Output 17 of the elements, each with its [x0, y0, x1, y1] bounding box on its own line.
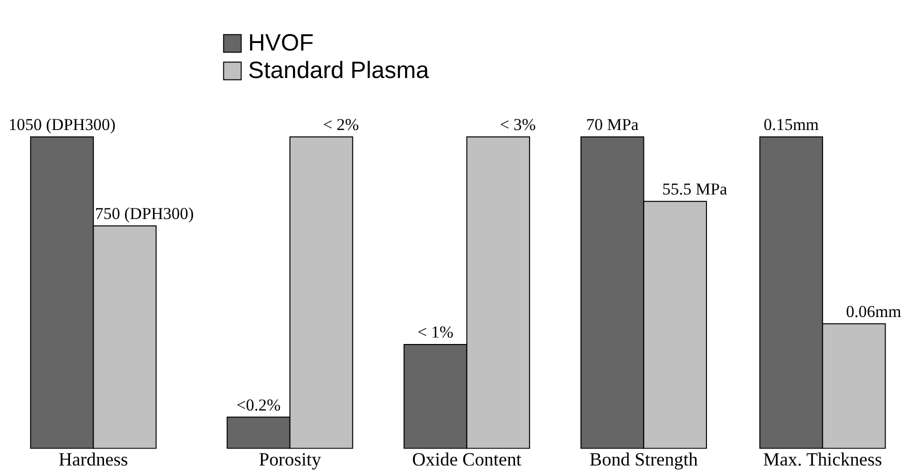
data-label: < 3%: [500, 114, 536, 134]
x-tick-label: Oxide Content: [412, 450, 522, 471]
data-label: 0.15mm: [764, 114, 819, 134]
data-label: 1050 (DPH300): [8, 114, 116, 134]
x-tick-label: Max. Thickness: [763, 450, 882, 471]
data-label: 0.06mm: [846, 302, 902, 321]
data-label: 55.5 MPa: [662, 179, 728, 198]
x-tick-label: Porosity: [258, 450, 322, 471]
x-tick-label: Hardness: [58, 450, 128, 471]
data-label: 750 (DPH300): [95, 204, 194, 223]
legend-label: HVOF: [248, 29, 314, 56]
data-label: < 1%: [418, 322, 454, 342]
legend-label: Standard Plasma: [248, 56, 430, 83]
data-label: < 2%: [323, 114, 359, 134]
data-label: <0.2%: [236, 395, 281, 414]
x-tick-label: Bond Strength: [590, 450, 699, 471]
data-label: 70 MPa: [586, 114, 640, 134]
